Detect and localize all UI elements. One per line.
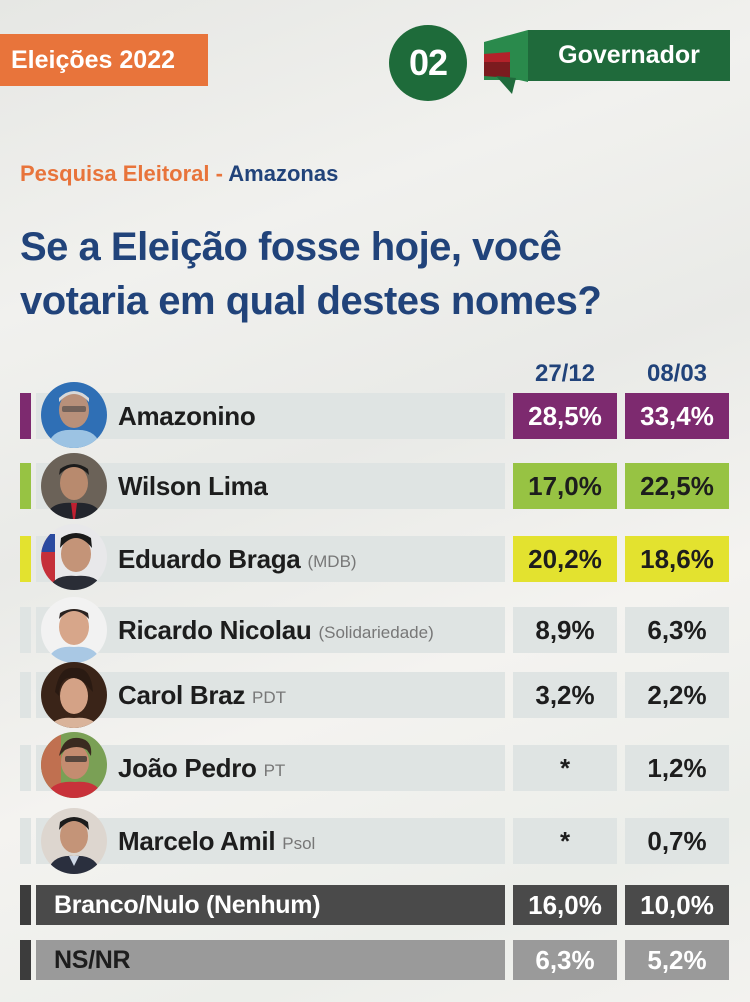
name-bar: Marcelo Amil Psol <box>36 818 505 864</box>
candidate-row: Amazonino 28,5% 33,4% <box>0 382 750 448</box>
page-title: Se a Eleição fosse hoje, você votaria em… <box>20 220 740 328</box>
year-badge-label: Eleições 2022 <box>11 45 176 74</box>
candidate-name: Amazonino <box>118 400 256 431</box>
section-number: 02 <box>408 42 448 83</box>
color-marker <box>20 672 31 718</box>
person-photo-icon <box>41 382 107 448</box>
candidate-name: Wilson Lima <box>118 470 268 501</box>
row-label: NS/NR <box>54 945 131 974</box>
color-marker <box>20 818 31 864</box>
candidate-name: Carol Braz <box>118 679 246 710</box>
candidate-name: João Pedro <box>118 752 257 783</box>
value-date-2: 2,2% <box>625 672 729 718</box>
survey-label: Pesquisa Eleitoral <box>20 161 210 186</box>
person-photo-icon <box>41 524 107 590</box>
candidate-row: João Pedro PT * 1,2% <box>0 732 750 798</box>
role-banner: Governador <box>528 30 730 81</box>
dont-know-row: NS/NR 6,3% 5,2% <box>0 940 750 980</box>
party-label: Psol <box>282 833 316 853</box>
value-date-1: * <box>513 818 617 864</box>
color-marker <box>20 463 31 509</box>
avatar <box>41 662 107 728</box>
blank-null-row: Branco/Nulo (Nenhum) 16,0% 10,0% <box>0 885 750 925</box>
value-date-1: 6,3% <box>513 940 617 980</box>
party-label: (MDB) <box>307 551 357 571</box>
avatar <box>41 382 107 448</box>
avatar <box>41 732 107 798</box>
speech-flag-icon <box>484 30 528 94</box>
name-bar: João Pedro PT <box>36 745 505 791</box>
candidate-name: Marcelo Amil <box>118 825 276 856</box>
person-photo-icon <box>41 597 107 663</box>
name-bar: Amazonino <box>36 393 505 439</box>
candidate-name: Ricardo Nicolau <box>118 614 312 645</box>
value-date-1: 28,5% <box>513 393 617 439</box>
column-header-date-1: 27/12 <box>534 360 596 387</box>
color-marker <box>20 940 31 980</box>
name-bar: Branco/Nulo (Nenhum) <box>36 885 505 925</box>
candidate-row: Ricardo Nicolau (Solidariedade) 8,9% 6,3… <box>0 597 750 663</box>
person-photo-icon <box>41 453 107 519</box>
avatar <box>41 524 107 590</box>
title-line-2: votaria em qual destes nomes? <box>20 279 602 323</box>
value-date-2: 5,2% <box>625 940 729 980</box>
color-marker <box>20 536 31 582</box>
name-bar: Eduardo Braga (MDB) <box>36 536 505 582</box>
color-marker <box>20 885 31 925</box>
role-label: Governador <box>558 41 700 69</box>
person-photo-icon <box>41 808 107 874</box>
column-header-date-2: 08/03 <box>646 360 708 387</box>
row-label: Branco/Nulo (Nenhum) <box>54 890 321 919</box>
value-date-1: * <box>513 745 617 791</box>
section-number-badge: 02 <box>389 25 467 101</box>
name-bar: Wilson Lima <box>36 463 505 509</box>
candidate-row: Wilson Lima 17,0% 22,5% <box>0 453 750 519</box>
title-line-1: Se a Eleição fosse hoje, você <box>20 225 562 269</box>
candidate-row: Carol Braz PDT 3,2% 2,2% <box>0 662 750 728</box>
color-marker <box>20 745 31 791</box>
color-marker <box>20 393 31 439</box>
value-date-2: 33,4% <box>625 393 729 439</box>
value-date-1: 3,2% <box>513 672 617 718</box>
value-date-1: 16,0% <box>513 885 617 925</box>
person-photo-icon <box>41 732 107 798</box>
region-label: Amazonas <box>228 161 339 186</box>
value-date-1: 17,0% <box>513 463 617 509</box>
value-date-1: 8,9% <box>513 607 617 653</box>
value-date-2: 10,0% <box>625 885 729 925</box>
elections-year-badge: Eleições 2022 <box>0 34 208 86</box>
avatar <box>41 808 107 874</box>
color-marker <box>20 607 31 653</box>
subtitle-separator: - <box>209 161 229 186</box>
party-label: PT <box>263 760 286 780</box>
name-bar: NS/NR <box>36 940 505 980</box>
value-date-1: 20,2% <box>513 536 617 582</box>
survey-subtitle: Pesquisa Eleitoral - Amazonas <box>20 161 338 187</box>
party-label: PDT <box>252 687 287 707</box>
value-date-2: 18,6% <box>625 536 729 582</box>
party-label: (Solidariedade) <box>318 622 434 642</box>
candidate-name: Eduardo Braga <box>118 543 301 574</box>
avatar <box>41 453 107 519</box>
value-date-2: 0,7% <box>625 818 729 864</box>
candidate-row: Eduardo Braga (MDB) 20,2% 18,6% <box>0 524 750 590</box>
value-date-2: 1,2% <box>625 745 729 791</box>
value-date-2: 22,5% <box>625 463 729 509</box>
candidate-row: Marcelo Amil Psol * 0,7% <box>0 808 750 874</box>
name-bar: Carol Braz PDT <box>36 672 505 718</box>
value-date-2: 6,3% <box>625 607 729 653</box>
person-photo-icon <box>41 662 107 728</box>
name-bar: Ricardo Nicolau (Solidariedade) <box>36 607 505 653</box>
avatar <box>41 597 107 663</box>
